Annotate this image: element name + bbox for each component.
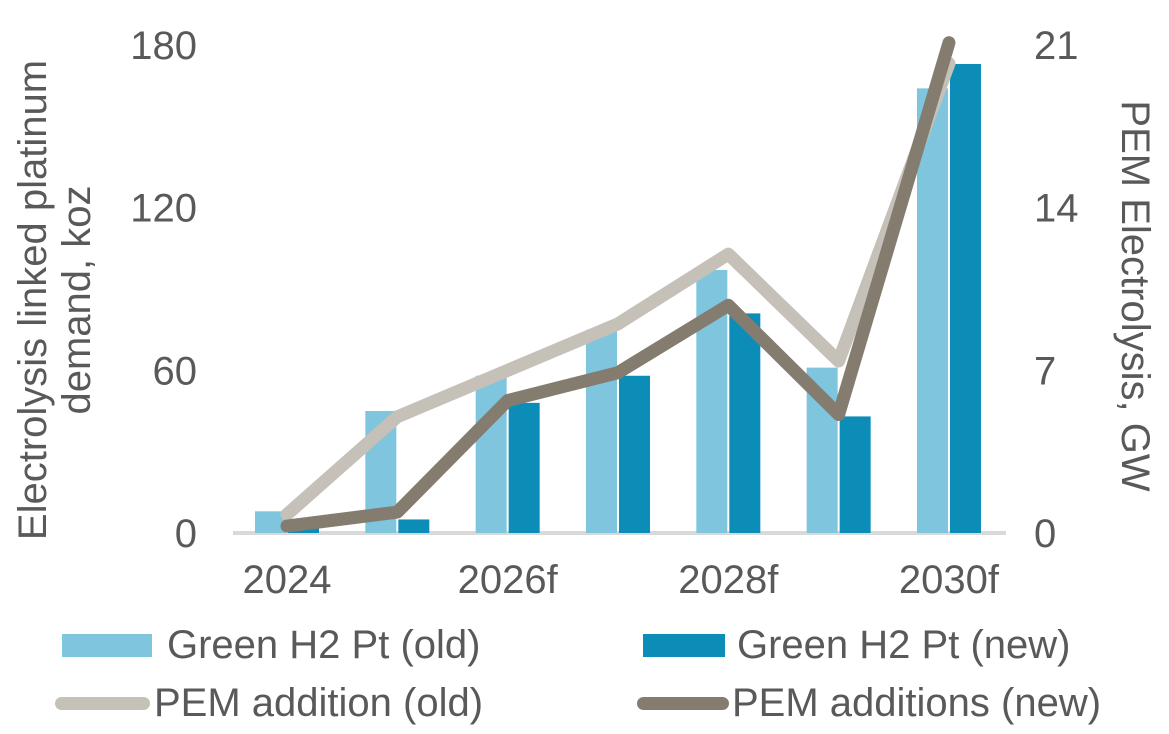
bar-new-2028f <box>729 313 761 533</box>
x-label-2028f: 2028f <box>678 558 779 602</box>
bar-new-2027f <box>618 375 650 533</box>
bar-old-2030f <box>916 88 948 533</box>
legend-swatch-green-h2-pt-old <box>62 633 152 657</box>
legend-swatch-pem-additions-new <box>637 696 729 710</box>
line-pem-new <box>280 36 956 533</box>
bar-new-2029f <box>839 416 871 533</box>
right-axis-tick-labels: 0 7 14 21 <box>1034 24 1079 556</box>
bar-old-2024 <box>255 511 286 533</box>
left-tick-0: 0 <box>175 512 197 556</box>
legend-item-pem-additions-new: PEM additions (new) <box>637 681 1101 725</box>
legend-label-pem-addition-old: PEM addition (old) <box>154 680 484 725</box>
bar-new-2025f <box>398 519 430 533</box>
right-tick-21: 21 <box>1034 24 1079 68</box>
left-tick-180: 180 <box>130 24 197 68</box>
bar-old-2027f <box>585 329 617 533</box>
legend-swatch-green-h2-pt-new <box>643 633 725 657</box>
right-tick-14: 14 <box>1034 187 1079 231</box>
right-axis-title: PEM Electrolysis, GW <box>1113 100 1157 491</box>
bar-new-2026f <box>508 402 540 533</box>
legend-label-pem-additions-new: PEM additions (new) <box>732 680 1102 725</box>
combo-chart: Electrolysis linked platinum demand, koz… <box>11 24 1157 602</box>
left-tick-60: 60 <box>153 349 198 393</box>
left-axis-tick-labels: 0 60 120 180 <box>130 24 197 556</box>
bar-new-2030f <box>949 63 981 533</box>
legend-label-green-h2-pt-new: Green H2 Pt (new) <box>737 622 1071 667</box>
right-tick-7: 7 <box>1034 349 1056 393</box>
x-label-2024: 2024 <box>243 558 332 602</box>
legend-item-green-h2-pt-new: Green H2 Pt (new) <box>643 623 1070 667</box>
right-axis-title-text: PEM Electrolysis, GW <box>1113 100 1157 491</box>
x-label-2026f: 2026f <box>458 558 559 602</box>
legend-item-green-h2-pt-old: Green H2 Pt (old) <box>62 623 480 667</box>
x-label-2030f: 2030f <box>899 558 1000 602</box>
left-axis-title-line2: demand, koz <box>55 185 99 414</box>
right-tick-0: 0 <box>1034 512 1056 556</box>
lines-group <box>280 36 956 533</box>
left-axis-title: Electrolysis linked platinum demand, koz <box>11 60 99 540</box>
line-pem-old <box>280 57 956 521</box>
left-axis-title-line1: Electrolysis linked platinum <box>11 60 55 540</box>
x-axis-labels: 2024 2026f 2028f 2030f <box>243 558 1000 602</box>
left-tick-120: 120 <box>130 187 197 231</box>
legend-label-green-h2-pt-old: Green H2 Pt (old) <box>167 622 481 667</box>
legend-item-pem-addition-old: PEM addition (old) <box>55 681 483 725</box>
legend-swatch-pem-addition-old <box>55 696 150 710</box>
